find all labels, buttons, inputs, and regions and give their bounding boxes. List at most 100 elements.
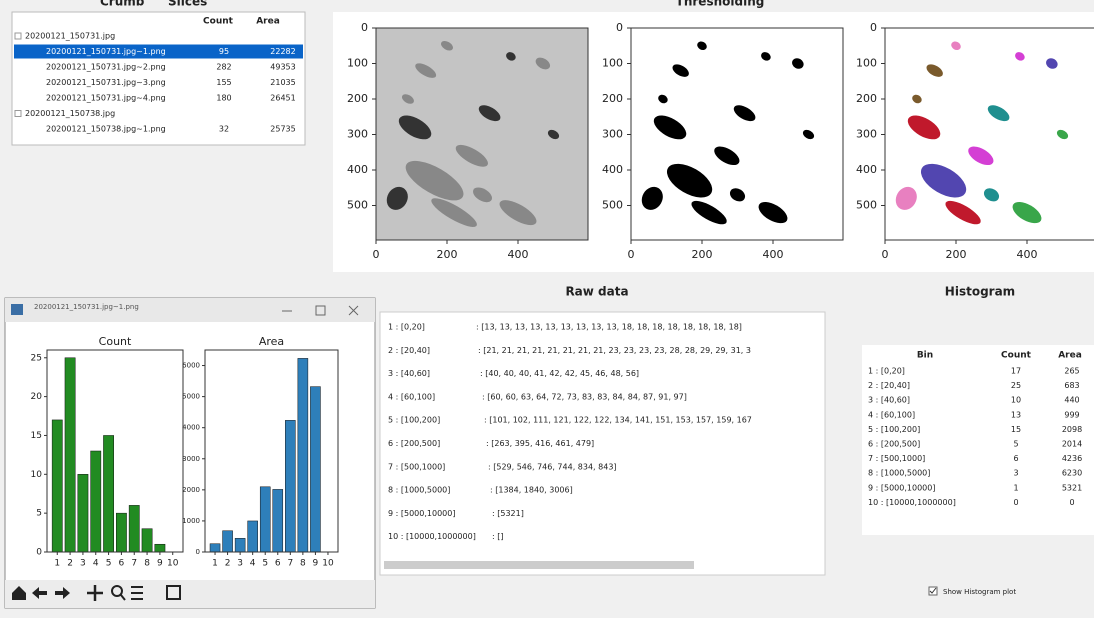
bin-values: : [40, 40, 40, 41, 42, 42, 45, 46, 48, 5… (480, 369, 639, 378)
x-tick-label: 7 (287, 559, 293, 569)
column-header: Area (256, 17, 280, 27)
tree-item[interactable]: 20200121_150731.jpg~1.png (46, 47, 166, 56)
bar (310, 387, 320, 552)
panel-title: Histogram (945, 285, 1015, 299)
bin-values: : [529, 546, 746, 744, 834, 843] (488, 462, 617, 471)
bar (223, 531, 233, 552)
bin-label: 2 : [20,40] (868, 381, 910, 390)
tree-group[interactable]: 20200121_150731.jpg (25, 32, 115, 41)
x-tick-label: 3 (80, 559, 86, 569)
x-tick-label: 0 (373, 248, 380, 261)
bin-label: 1 : [0,20] (868, 367, 905, 376)
bin-label: 9 : [5000,10000] (388, 509, 455, 518)
bin-label: 8 : [1000,5000] (388, 486, 450, 495)
tree-item[interactable]: 20200121_150731.jpg~4.png (46, 94, 166, 103)
x-tick-label: 10 (322, 559, 334, 569)
expander[interactable] (15, 111, 21, 117)
y-tick-label: 400 (856, 163, 877, 176)
x-tick-label: 9 (313, 559, 319, 569)
y-tick-label: 10 (31, 470, 43, 480)
bin-label: 5 : [100,200] (868, 425, 920, 434)
y-tick-label: 20 (31, 392, 43, 402)
checkbox-label[interactable]: Show Histogram plot (943, 588, 1016, 596)
bin-label: 7 : [500,1000] (868, 454, 925, 463)
y-tick-label: 500 (602, 199, 623, 212)
x-tick-label: 1 (54, 559, 60, 569)
x-tick-label: 200 (692, 248, 713, 261)
tab[interactable]: Slices (168, 0, 207, 9)
expander[interactable] (15, 33, 21, 39)
tree-item[interactable]: 20200121_150738.jpg~1.png (46, 125, 166, 134)
bin-label: 3 : [40,60] (868, 396, 910, 405)
bin-area: 5321 (1062, 483, 1082, 492)
tab[interactable]: Crumb (100, 0, 145, 9)
bar (78, 474, 88, 552)
x-tick-label: 9 (157, 559, 163, 569)
bin-label: 9 : [5000,10000] (868, 483, 935, 492)
bar (260, 487, 270, 552)
x-tick-label: 400 (763, 248, 784, 261)
x-tick-label: 3 (237, 559, 243, 569)
tree-area: 25735 (270, 125, 295, 134)
tree-area: 49353 (270, 63, 295, 72)
bin-label: 6 : [200,500] (388, 439, 440, 448)
bin-label: 7 : [500,1000] (388, 462, 445, 471)
y-tick-label: 0 (616, 21, 623, 34)
tree-count: 32 (219, 125, 229, 134)
x-tick-label: 5 (262, 559, 268, 569)
x-tick-label: 8 (144, 559, 150, 569)
bar (298, 358, 308, 552)
tree-item[interactable]: 20200121_150731.jpg~3.png (46, 78, 166, 87)
y-tick-label: 100 (347, 57, 368, 70)
tree-group[interactable]: 20200121_150738.jpg (25, 109, 115, 118)
y-tick-label: 0 (870, 21, 877, 34)
x-tick-label: 5 (106, 559, 112, 569)
x-tick-label: 7 (131, 559, 137, 569)
x-tick-label: 4 (250, 559, 256, 569)
bin-values: : [101, 102, 111, 121, 122, 122, 134, 14… (484, 416, 752, 425)
y-tick-label: 2000 (182, 486, 200, 494)
y-tick-label: 500 (347, 199, 368, 212)
bar (116, 513, 126, 552)
bin-area: 440 (1064, 396, 1079, 405)
y-tick-label: 400 (602, 163, 623, 176)
bin-count: 13 (1011, 410, 1021, 419)
y-tick-label: 200 (856, 92, 877, 105)
chart-title: Area (259, 335, 284, 348)
y-tick-label: 25 (31, 353, 42, 363)
bin-label: 8 : [1000,5000] (868, 469, 930, 478)
chart-title: Count (99, 335, 132, 348)
x-tick-label: 0 (628, 248, 635, 261)
scrollbar[interactable] (384, 561, 694, 569)
bin-area: 0 (1069, 498, 1074, 507)
bin-area: 2014 (1062, 440, 1082, 449)
bin-values: : [5321] (492, 509, 524, 518)
x-tick-label: 6 (275, 559, 281, 569)
y-tick-label: 500 (856, 199, 877, 212)
y-tick-label: 100 (856, 57, 877, 70)
image-plot: 01002003004005000200400 (347, 21, 588, 261)
y-tick-label: 300 (347, 128, 368, 141)
y-tick-label: 1000 (182, 517, 200, 525)
x-tick-label: 200 (437, 248, 458, 261)
y-tick-label: 15 (31, 431, 42, 441)
y-tick-label: 0 (36, 548, 42, 558)
bin-label: 3 : [40,60] (388, 369, 430, 378)
bar (129, 505, 139, 552)
x-tick-label: 400 (508, 248, 529, 261)
y-tick-label: 5 (36, 509, 42, 519)
bin-count: 6 (1013, 454, 1018, 463)
bar (210, 544, 220, 552)
x-tick-label: 6 (119, 559, 125, 569)
bar (52, 420, 62, 552)
tree-area: 26451 (270, 94, 295, 103)
bin-values: : [13, 13, 13, 13, 13, 13, 13, 13, 13, 1… (476, 323, 742, 332)
bin-count: 25 (1011, 381, 1021, 390)
bin-count: 0 (1013, 498, 1018, 507)
bin-values: : [60, 60, 63, 64, 72, 73, 83, 83, 84, 8… (482, 392, 687, 401)
tree-item[interactable]: 20200121_150731.jpg~2.png (46, 63, 166, 72)
bar (155, 544, 165, 552)
bin-area: 683 (1064, 381, 1079, 390)
bin-values: : [21, 21, 21, 21, 21, 21, 21, 21, 23, 2… (478, 346, 751, 355)
panel-title: Thresholding (676, 0, 765, 9)
